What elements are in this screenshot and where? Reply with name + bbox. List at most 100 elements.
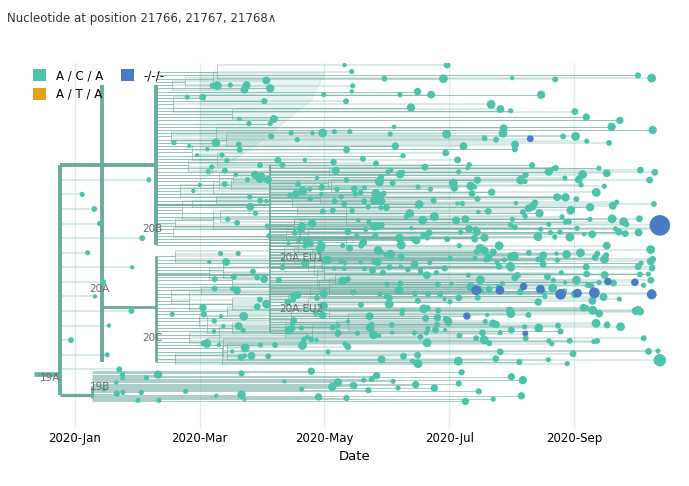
- Point: [234, 115, 245, 123]
- Point: [376, 197, 387, 205]
- Point: [507, 215, 518, 223]
- Point: [575, 181, 586, 189]
- Point: [551, 164, 562, 172]
- Point: [453, 357, 464, 365]
- Point: [114, 365, 125, 373]
- Point: [440, 149, 451, 157]
- Point: [238, 312, 249, 320]
- Point: [506, 253, 517, 260]
- Point: [413, 202, 424, 209]
- Point: [346, 68, 357, 75]
- Point: [602, 278, 613, 285]
- Point: [549, 233, 560, 241]
- Point: [291, 136, 302, 143]
- Point: [331, 186, 342, 193]
- Point: [469, 183, 480, 191]
- Point: [287, 295, 298, 303]
- Point: [371, 372, 382, 380]
- Point: [398, 352, 409, 360]
- Point: [251, 274, 263, 281]
- Point: [520, 330, 531, 337]
- Point: [537, 288, 548, 296]
- Point: [415, 269, 426, 277]
- Point: [297, 222, 308, 229]
- Point: [581, 263, 592, 271]
- Point: [545, 228, 556, 236]
- Point: [316, 182, 327, 190]
- Point: [431, 269, 442, 277]
- Point: [634, 215, 645, 223]
- Point: [266, 133, 277, 140]
- Point: [422, 234, 433, 242]
- Point: [505, 221, 516, 229]
- Point: [584, 215, 595, 223]
- Point: [269, 341, 280, 349]
- Point: [390, 142, 401, 150]
- Point: [407, 357, 418, 365]
- Point: [516, 392, 527, 399]
- Point: [571, 225, 582, 232]
- Point: [353, 217, 364, 225]
- Point: [288, 316, 299, 324]
- Point: [582, 281, 593, 289]
- Point: [495, 348, 506, 356]
- Point: [410, 381, 421, 388]
- Point: [167, 311, 178, 318]
- Point: [544, 337, 555, 345]
- Point: [210, 139, 221, 147]
- Point: [154, 397, 165, 404]
- Point: [317, 312, 328, 319]
- Point: [643, 347, 654, 355]
- Point: [374, 291, 385, 298]
- Point: [378, 269, 389, 277]
- Point: [405, 104, 416, 111]
- Point: [387, 179, 398, 187]
- Point: [409, 290, 420, 297]
- Point: [340, 260, 351, 267]
- Point: [472, 176, 483, 184]
- Point: [645, 258, 656, 265]
- Point: [653, 226, 664, 233]
- Point: [409, 329, 420, 337]
- Point: [349, 185, 360, 193]
- Point: [581, 270, 592, 278]
- Point: [373, 177, 384, 185]
- Point: [386, 321, 397, 329]
- Point: [339, 61, 350, 69]
- Point: [557, 213, 568, 221]
- Point: [369, 258, 380, 265]
- Point: [579, 230, 590, 238]
- Point: [356, 259, 367, 266]
- Point: [310, 309, 321, 317]
- Point: [236, 391, 247, 399]
- Point: [619, 230, 630, 238]
- Point: [505, 107, 516, 115]
- Point: [239, 395, 250, 403]
- Point: [441, 130, 452, 138]
- Point: [306, 335, 317, 343]
- Point: [480, 247, 491, 255]
- Point: [533, 324, 544, 332]
- Point: [247, 268, 258, 276]
- Point: [444, 255, 455, 262]
- Point: [515, 288, 526, 295]
- Point: [401, 213, 412, 221]
- Point: [475, 244, 486, 252]
- Point: [411, 236, 422, 244]
- Point: [209, 275, 220, 283]
- Point: [239, 352, 250, 360]
- Point: [296, 324, 307, 332]
- Point: [515, 176, 526, 184]
- Point: [316, 242, 327, 250]
- Point: [215, 250, 226, 258]
- Point: [291, 190, 302, 198]
- Point: [422, 304, 433, 312]
- Point: [569, 290, 580, 298]
- Point: [524, 249, 535, 257]
- Point: [555, 328, 566, 335]
- Point: [564, 337, 575, 345]
- Point: [394, 91, 405, 99]
- Point: [509, 224, 520, 231]
- Point: [368, 331, 379, 339]
- Point: [342, 317, 353, 325]
